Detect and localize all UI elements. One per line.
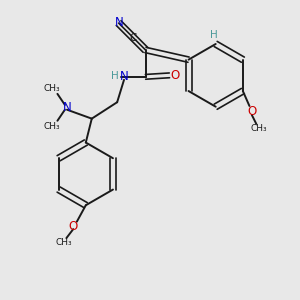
Text: O: O bbox=[69, 220, 78, 232]
Text: O: O bbox=[171, 69, 180, 82]
Text: CH₃: CH₃ bbox=[250, 124, 267, 133]
Text: CH₃: CH₃ bbox=[55, 238, 72, 247]
Text: N: N bbox=[115, 16, 124, 29]
Text: N: N bbox=[63, 101, 71, 114]
Text: CH₃: CH₃ bbox=[43, 122, 60, 130]
Text: H: H bbox=[112, 71, 119, 81]
Text: N: N bbox=[120, 70, 128, 83]
Text: H: H bbox=[210, 30, 218, 40]
Text: O: O bbox=[247, 105, 256, 118]
Text: C: C bbox=[130, 33, 137, 43]
Text: CH₃: CH₃ bbox=[43, 84, 60, 93]
